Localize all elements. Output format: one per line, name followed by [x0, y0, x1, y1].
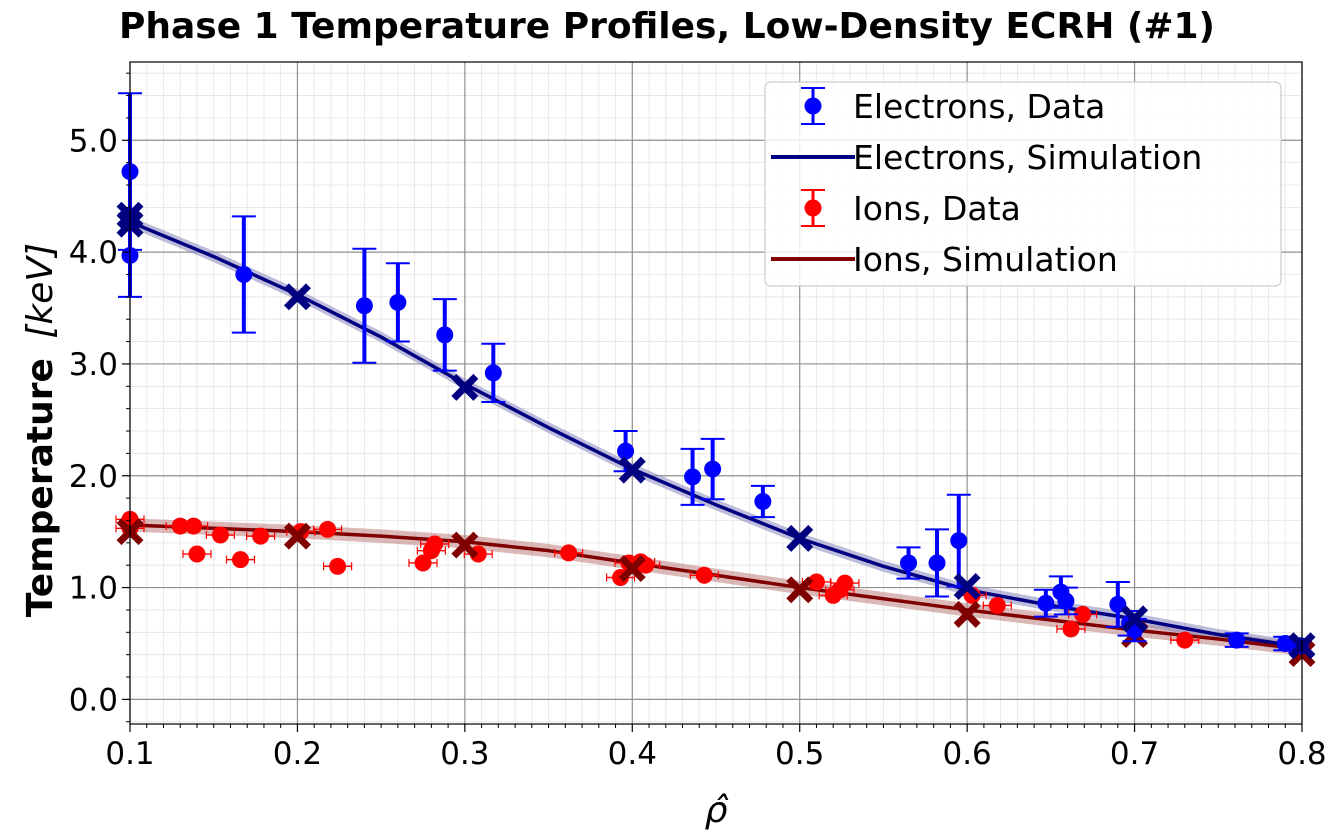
x-tick-label: 0.6 [942, 736, 991, 772]
electron-sim-marker [451, 373, 479, 401]
electron-data-point [355, 297, 373, 315]
ion-data-point [188, 545, 206, 563]
ion-sim-marker [283, 522, 311, 550]
ion-data-point [1074, 605, 1092, 623]
electron-data-point [900, 554, 918, 572]
ion-data-point [807, 573, 825, 591]
ion-data-point [836, 574, 854, 592]
electron-data-point [484, 364, 502, 382]
electron-data-point [235, 265, 253, 283]
legend: Electrons, Data Electrons, Simulation Ions… [764, 81, 1282, 287]
ion-sim-marker [618, 555, 646, 583]
x-tick-label: 0.8 [1277, 736, 1326, 772]
ion-data-point [232, 551, 250, 569]
svg-text:Temperature [keV]: Temperature [keV] [20, 243, 61, 617]
x-tick-label: 0.7 [1110, 736, 1159, 772]
y-tick-label: 3.0 [69, 347, 118, 383]
ion-data-point [319, 520, 337, 538]
data-markers [115, 92, 1316, 668]
ion-sim-marker [786, 576, 814, 604]
x-axis-label: ρ̂ [705, 790, 729, 831]
x-tick-label: 0.5 [775, 736, 824, 772]
ion-data-point [185, 517, 203, 535]
legend-label: Ions, Data [853, 189, 1021, 228]
legend-label: Electrons, Simulation [853, 138, 1202, 177]
legend-swatch-point [804, 97, 822, 115]
electron-sim-marker [953, 572, 981, 600]
legend-swatch-point [804, 199, 822, 217]
ion-data-point [1062, 620, 1080, 638]
electron-data-point [436, 326, 454, 344]
x-tick-label: 0.3 [440, 736, 489, 772]
electron-sim-marker [618, 456, 646, 484]
ion-data-point [560, 544, 578, 562]
y-tick-label: 1.0 [69, 571, 118, 607]
ion-data-point [695, 566, 713, 584]
axis-ticks: 0.1 0.2 0.3 0.4 0.5 0.6 0.7 0.8 0.0 1.0 2.0 3.0 4.0 5… [69, 72, 1327, 772]
x-tick-label: 0.1 [105, 736, 154, 772]
major-grid [129, 62, 1303, 724]
legend-label: Electrons, Data [853, 87, 1105, 126]
uncertainty-bands [130, 216, 1302, 656]
electron-sim-marker [283, 283, 311, 311]
y-axis-label: Temperature [keV] [20, 243, 61, 617]
y-axis-label-main: Temperature [20, 358, 61, 617]
ion-data-point [252, 527, 270, 545]
ion-data-point [988, 596, 1006, 614]
y-axis-label-units: [keV] [20, 243, 61, 339]
x-tick-label: 0.2 [273, 736, 322, 772]
ion-data-point [211, 526, 229, 544]
electron-data-point [1228, 631, 1246, 649]
electron-data-point [1057, 592, 1075, 610]
electron-sim-marker [1121, 605, 1149, 633]
chart-title: Phase 1 Temperature Profiles, Low-Densit… [119, 6, 1215, 47]
electron-data-point [950, 532, 968, 550]
y-tick-label: 0.0 [69, 682, 118, 718]
y-tick-label: 5.0 [69, 123, 118, 159]
legend-box [764, 81, 1282, 287]
ion-sim-marker [451, 531, 479, 559]
electron-data-point [928, 554, 946, 572]
ion-data-point [426, 535, 444, 553]
electron-data-point [684, 468, 702, 486]
y-tick-label: 2.0 [69, 459, 118, 495]
electron-data-point [617, 442, 635, 460]
electron-data-point [389, 293, 407, 311]
ion-data-point [1176, 631, 1194, 649]
x-tick-label: 0.4 [608, 736, 657, 772]
electron-sim-line [129, 220, 1303, 649]
legend-label: Ions, Simulation [853, 240, 1118, 279]
electron-sim-marker [786, 524, 814, 552]
electron-data-point [754, 492, 772, 510]
electron-data-point [1109, 595, 1127, 613]
ion-sim-marker [953, 600, 981, 628]
electron-data-point [1037, 594, 1055, 612]
ion-data-point [414, 554, 432, 572]
ion-sim-band [130, 518, 1302, 656]
electron-data-point [704, 460, 722, 478]
y-tick-label: 4.0 [69, 235, 118, 271]
ion-data-point [329, 557, 347, 575]
